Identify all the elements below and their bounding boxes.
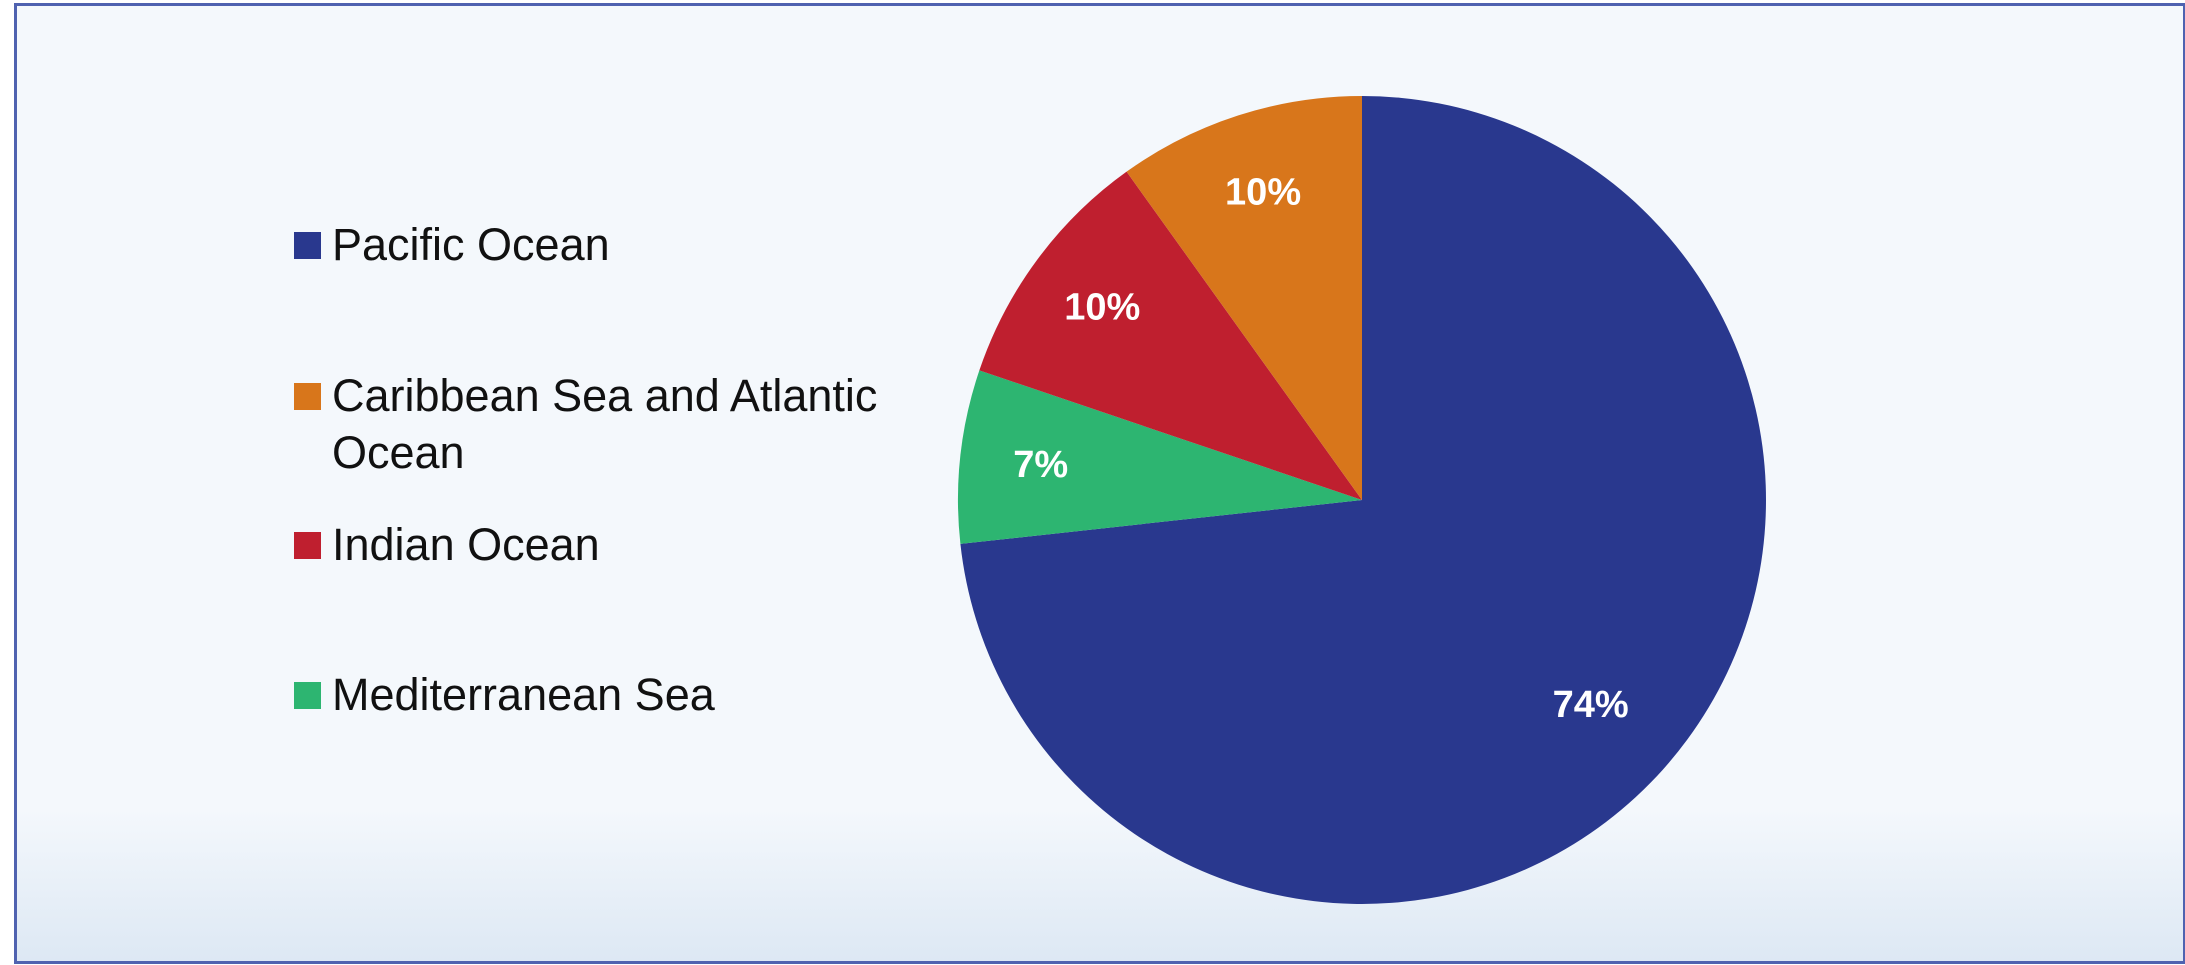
pie-slice-pacific-ocean (960, 96, 1766, 904)
legend-label-pacific-ocean: Pacific Ocean (332, 219, 610, 270)
data-label-mediterranean-sea: 7% (1013, 444, 1068, 486)
pie-slice-caribbean-sea-and-atlantic-ocean (1126, 96, 1362, 500)
legend-swatch-pacific-ocean (294, 232, 321, 259)
data-label-indian-ocean: 10% (1064, 287, 1140, 329)
pie-slice-indian-ocean (979, 171, 1362, 500)
chart-legend: Pacific Ocean Caribbean Sea and Atlantic… (294, 0, 994, 960)
pie-slice-mediterranean-sea (958, 370, 1362, 544)
legend-label-mediterranean-sea: Mediterranean Sea (332, 669, 715, 720)
legend-swatch-caribbean-sea-and-atlantic-ocean (294, 383, 321, 410)
data-label-caribbean-sea-and-atlantic-ocean: 10% (1225, 171, 1301, 213)
legend-swatch-mediterranean-sea (294, 682, 321, 709)
data-label-pacific-ocean: 74% (1553, 684, 1629, 726)
legend-swatch-indian-ocean (294, 532, 321, 559)
legend-label-indian-ocean: Indian Ocean (332, 519, 600, 570)
legend-label-caribbean-sea-and-atlantic-ocean: Caribbean Sea and Atlantic Ocean (332, 370, 878, 478)
